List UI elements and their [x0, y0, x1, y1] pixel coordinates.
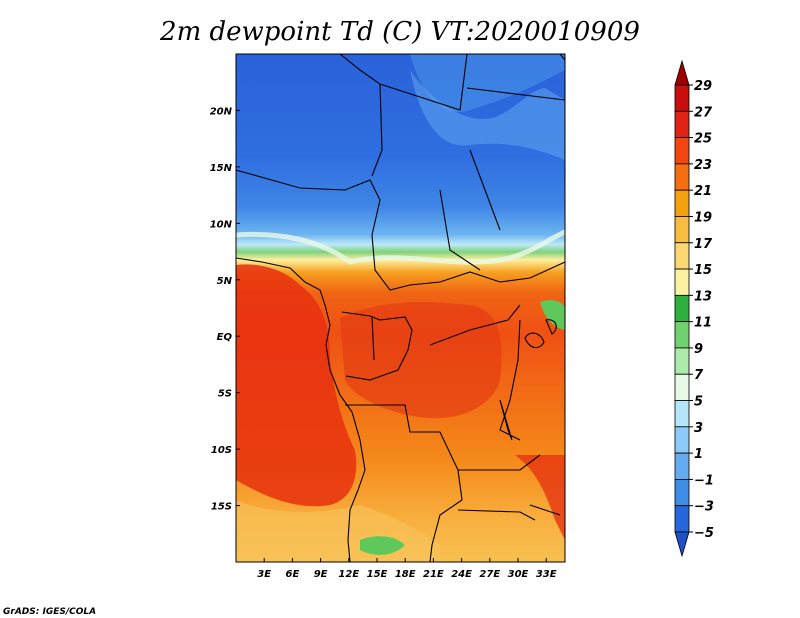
x-tick-label-15E: 15E — [367, 569, 388, 580]
map-plot-area: 3E 6E 9E 12E 15E 18E 21E 24E 27E 30E 33E 20N 15N 10N… — [210, 53, 566, 580]
colorbar-label-9: 11 — [694, 316, 712, 331]
chart-title: 2m dewpoint Td (C) VT:2020010909 — [159, 17, 640, 47]
x-tick-label-33E: 33E — [536, 569, 557, 580]
colorbar-band-4 — [674, 163, 690, 191]
southern-borders — [345, 319, 541, 562]
x-tick-label-9E: 9E — [314, 569, 328, 580]
colorbar-band-12 — [674, 373, 690, 401]
colorbar-label-10: 9 — [694, 342, 703, 357]
southern-green-patch — [360, 536, 405, 555]
atlantic-warm-core — [236, 264, 357, 507]
colorbar-band-16 — [674, 479, 690, 507]
colorbar-label-13: 3 — [694, 421, 703, 436]
y-tick-label-5N: 5N — [217, 276, 233, 287]
colorbar: 29 27 25 23 21 19 17 15 13 11 9 7 5 3 1 −1 −3 −5 — [674, 59, 714, 558]
y-tick-label-10S: 10S — [211, 445, 232, 456]
northern-borders — [339, 54, 565, 271]
borders-coastlines — [236, 54, 565, 562]
x-tick-label-6E: 6E — [286, 569, 300, 580]
credit-label: GrADS: IGES/COLA — [3, 607, 96, 617]
colorbar-band-1 — [674, 84, 690, 112]
x-tick-label-18E: 18E — [395, 569, 416, 580]
map-frame — [235, 53, 566, 563]
colorbar-label-5: 19 — [694, 210, 712, 225]
colorbar-band-3 — [674, 137, 690, 165]
colorbar-label-3: 23 — [694, 158, 712, 173]
lakes — [499, 319, 561, 516]
y-tick-label-15S: 15S — [211, 502, 232, 513]
colorbar-label-4: 21 — [694, 184, 712, 199]
x-tick-label-12E: 12E — [338, 569, 359, 580]
colorbar-label-2: 25 — [694, 132, 712, 147]
atlantic-coastline — [236, 257, 366, 562]
x-tick-label-30E: 30E — [508, 569, 529, 580]
colorbar-label-0: 29 — [694, 79, 712, 94]
x-tick-label-27E: 27E — [479, 569, 500, 580]
colorbar-bottom-arrow — [674, 531, 690, 558]
central-borders — [341, 304, 521, 381]
x-tick-label-21E: 21E — [423, 569, 444, 580]
colorbar-label-8: 13 — [694, 289, 712, 304]
colorbar-top-arrow — [674, 59, 690, 86]
colorbar-band-2 — [674, 110, 690, 138]
colorbar-band-17 — [674, 505, 690, 533]
colorbar-label-6: 17 — [694, 237, 713, 252]
congo-warm-core — [340, 302, 502, 419]
colorbar-band-9 — [674, 294, 690, 323]
colorbar-label-11: 7 — [694, 368, 704, 383]
colorbar-band-14 — [674, 426, 690, 454]
y-tick-label-20N: 20N — [210, 106, 233, 117]
y-tick-label-5S: 5S — [218, 389, 232, 400]
x-axis: 3E 6E 9E 12E 15E 18E 21E 24E 27E 30E 33E — [257, 558, 557, 580]
colorbar-band-8 — [674, 268, 690, 296]
y-axis: 20N 15N 10N 5N EQ 5S 10S 15S — [210, 106, 240, 513]
colorbar-label-15: −1 — [694, 473, 714, 488]
x-tick-label-24E: 24E — [451, 569, 472, 580]
colorbar-band-5 — [674, 189, 690, 217]
northern-lighter-blue — [236, 54, 565, 112]
colorbar-band-7 — [674, 242, 690, 270]
colorbar-label-17: −5 — [694, 526, 714, 541]
moisture-front-line — [236, 229, 565, 265]
colorbar-label-12: 5 — [694, 395, 703, 410]
colorbar-band-10 — [674, 321, 690, 349]
colorbar-label-1: 27 — [694, 105, 713, 120]
colorbar-label-16: −3 — [694, 500, 714, 515]
x-tick-label-3E: 3E — [257, 569, 271, 580]
dewpoint-field — [236, 54, 565, 562]
y-tick-label-15N: 15N — [210, 163, 233, 174]
colorbar-band-11 — [674, 347, 690, 375]
colorbar-label-14: 1 — [694, 447, 703, 462]
y-tick-label-10N: 10N — [210, 219, 233, 230]
y-tick-label-EQ: EQ — [217, 332, 233, 343]
malawi-warm-patch — [515, 455, 565, 540]
colorbar-band-6 — [674, 216, 690, 244]
colorbar-band-13 — [674, 400, 690, 428]
colorbar-label-7: 15 — [694, 263, 712, 278]
east-green-patch — [540, 300, 565, 330]
sahel-borders — [236, 169, 565, 291]
sudan-blue-patch — [410, 70, 565, 160]
colorbar-band-15 — [674, 452, 690, 480]
